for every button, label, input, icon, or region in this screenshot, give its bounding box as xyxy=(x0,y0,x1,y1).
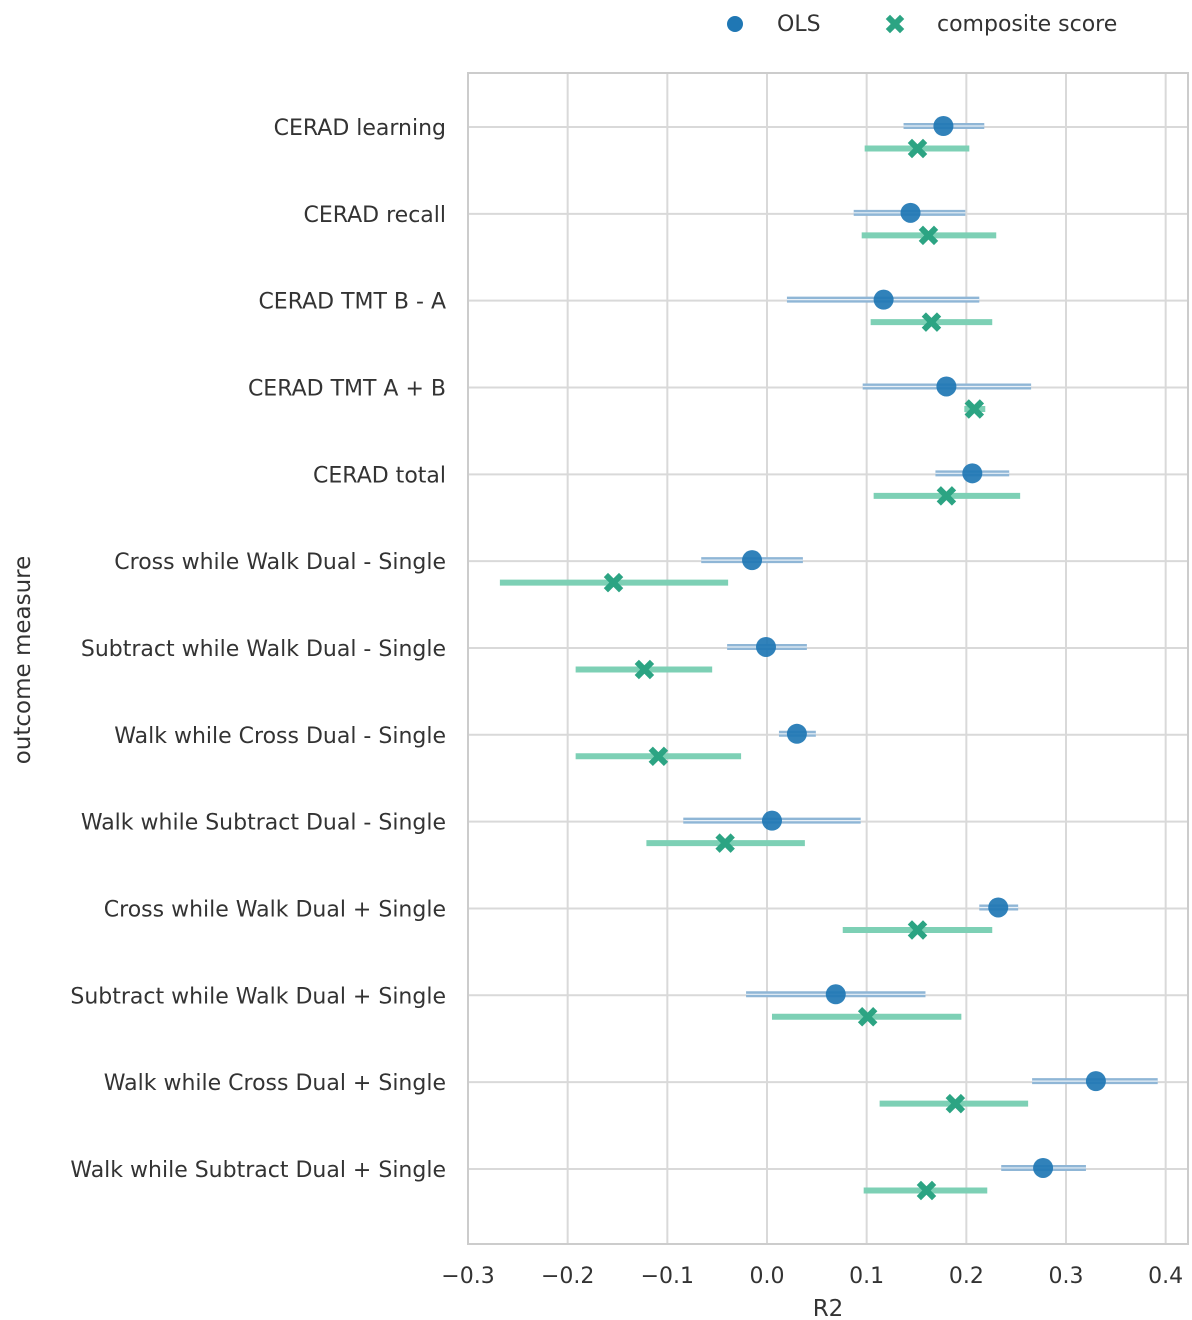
x-tick-label: 0.0 xyxy=(750,1264,785,1289)
legend-composite-score-label: composite score xyxy=(937,12,1117,37)
data-point xyxy=(900,202,921,223)
y-tick-label: CERAD learning xyxy=(274,116,446,141)
data-point xyxy=(648,746,669,767)
data-point xyxy=(715,833,735,853)
legend-composite-score-marker xyxy=(885,14,905,34)
data-point xyxy=(907,920,928,940)
y-tick-labels: CERAD learning CERAD recall CERAD TMT B - … xyxy=(70,116,446,1183)
data-point xyxy=(1033,1157,1054,1178)
series-composite-score xyxy=(499,138,1029,1201)
y-tick-label: Walk while Cross Dual - Single xyxy=(114,724,446,749)
data-point xyxy=(873,289,894,310)
legend-ols-label: OLS xyxy=(777,12,821,37)
x-axis-title: R2 xyxy=(813,1296,844,1320)
data-point xyxy=(742,550,763,571)
y-tick-label: Subtract while Walk Dual - Single xyxy=(81,637,446,662)
x-tick-label: −0.3 xyxy=(441,1264,494,1289)
data-point xyxy=(786,723,807,744)
y-tick-label: Cross while Walk Dual + Single xyxy=(104,897,446,922)
data-point xyxy=(825,984,846,1005)
y-tick-label: Walk while Subtract Dual - Single xyxy=(81,811,446,836)
data-point xyxy=(857,1007,878,1027)
y-axis-title: outcome measure xyxy=(10,556,36,765)
data-point xyxy=(964,399,985,419)
data-point xyxy=(936,376,957,397)
x-tick-label: 0.1 xyxy=(849,1264,884,1289)
data-point xyxy=(921,312,942,332)
x-tick-label: −0.1 xyxy=(641,1264,694,1289)
y-tick-label: Walk while Cross Dual + Single xyxy=(104,1071,446,1096)
y-tick-label: CERAD total xyxy=(313,463,446,488)
data-point xyxy=(1085,1071,1106,1092)
data-point xyxy=(761,810,782,831)
y-tick-label: CERAD TMT A + B xyxy=(248,376,446,401)
data-point xyxy=(634,659,655,680)
data-point xyxy=(918,225,939,246)
data-point xyxy=(962,463,983,484)
data-point xyxy=(916,1180,937,1201)
data-point xyxy=(907,138,928,159)
x-tick-label: 0.4 xyxy=(1148,1264,1183,1289)
y-tick-label: Subtract while Walk Dual + Single xyxy=(70,984,446,1009)
legend: OLS composite score xyxy=(727,12,1117,37)
data-point xyxy=(945,1093,966,1114)
grid xyxy=(468,73,1188,1244)
data-layer xyxy=(499,116,1158,1201)
y-tick-label: Walk while Subtract Dual + Single xyxy=(70,1158,446,1183)
y-tick-label: Cross while Walk Dual - Single xyxy=(114,550,446,575)
data-point xyxy=(988,897,1009,918)
x-tick-labels: −0.3 −0.2 −0.1 0.0 0.1 0.2 0.3 0.4 xyxy=(441,1264,1183,1289)
data-point xyxy=(933,116,954,136)
x-tick-label: 0.2 xyxy=(949,1264,984,1289)
series-ols xyxy=(683,116,1158,1178)
data-point xyxy=(756,636,777,657)
plot-frame xyxy=(467,72,1189,1245)
y-tick-label: CERAD TMT B - A xyxy=(258,290,446,315)
data-point xyxy=(936,486,957,506)
x-tick-label: −0.2 xyxy=(541,1264,594,1289)
data-point xyxy=(603,572,624,593)
x-tick-label: 0.3 xyxy=(1049,1264,1084,1289)
y-tick-label: CERAD recall xyxy=(303,203,446,228)
legend-ols-marker xyxy=(727,16,743,32)
